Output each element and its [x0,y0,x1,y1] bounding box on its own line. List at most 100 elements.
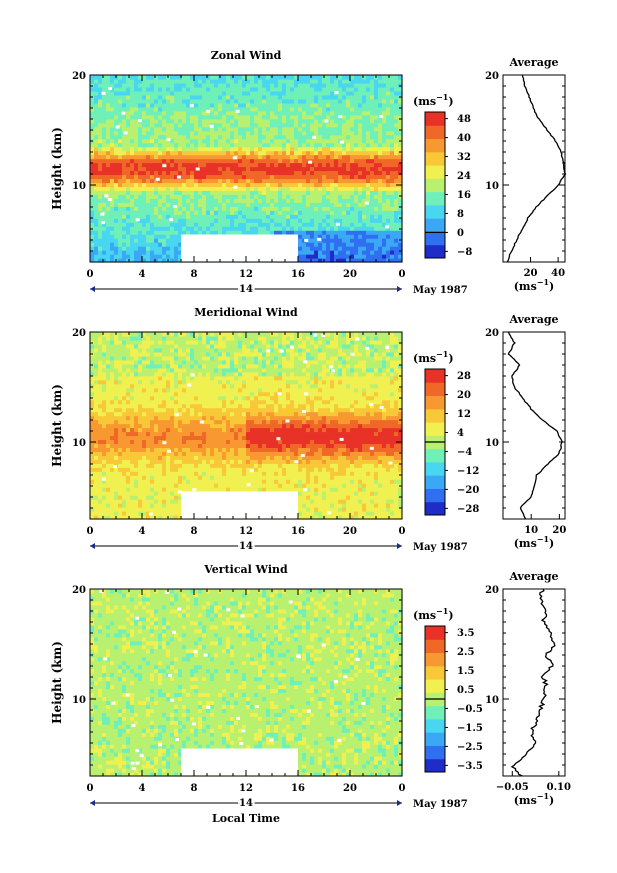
x-axis-label: Local Time [212,812,280,825]
x-tick-label: 4 [139,269,146,280]
average-frame [502,588,566,777]
x-tick-label: 0 [399,526,406,537]
y-tick-label: 10 [72,695,86,706]
average-title: Average [508,570,558,583]
colorbar: (ms−1)48 40 32 24 16 8 0 −8 [413,92,472,259]
x-tick-label: 0 [87,783,94,794]
x-tick-label: 20 [343,783,357,794]
y-axis-label: Height (km) [50,127,64,210]
colorbar-tick-label: −12 [457,466,479,477]
heatmap-field [90,75,403,263]
average-profile: Average 10 20 20 40(ms−1) [485,56,567,293]
day-label: 14 [239,541,253,552]
colorbar-swatch [425,191,445,206]
average-y-tick-label: 20 [485,328,499,339]
average-x-tick-label: 40 [551,268,565,279]
colorbar-swatch [425,151,445,166]
colorbar-swatch [425,501,445,516]
average-frame [502,74,566,263]
colorbar-swatch [425,395,445,410]
colorbar-tick-label: −1.5 [457,723,483,734]
colorbar-tick-label: 0 [457,228,464,239]
date-label: May 1987 [413,285,468,296]
colorbar-tick-label: −4 [457,447,472,458]
x-tick-label: 0 [399,783,406,794]
colorbar-swatch [425,382,445,397]
colorbar-swatch [425,718,445,733]
unit-label: (ms−1) [413,606,454,622]
arrow-left-icon [90,800,95,806]
colorbar: (ms−1)28 20 12 4 −4 −12 −20 −28 [413,349,479,516]
colorbar-tick-label: 1.5 [457,666,474,677]
panel-meridional-wind: Meridional Wind 10 20 Height (km) 0 4 8 12 16 20 0… [50,306,566,554]
colorbar-swatch [425,758,445,773]
data-gap [181,234,298,262]
x-tick-label: 8 [191,526,198,537]
chart-title: Zonal Wind [211,49,282,62]
day-label: 14 [239,284,253,295]
colorbar-swatch [425,138,445,153]
x-tick-label: 20 [343,526,357,537]
colorbar-swatch [425,178,445,193]
colorbar-tick-label: −0.5 [457,704,483,715]
day-label: 14 [239,798,253,809]
colorbar-tick-label: 12 [457,409,471,420]
date-label: May 1987 [413,799,468,810]
x-tick-label: 12 [239,526,253,537]
average-title: Average [508,313,558,326]
y-tick-label: 20 [72,328,86,339]
x-tick-label: 16 [291,783,305,794]
average-profile-line [506,74,567,263]
x-tick-label: 12 [239,783,253,794]
colorbar-swatch [425,461,445,476]
arrow-left-icon [90,543,95,549]
y-tick-label: 10 [72,438,86,449]
heatmap-field [90,332,403,520]
colorbar-swatch [425,488,445,503]
colorbar-swatch [425,369,445,383]
x-tick-label: 8 [191,783,198,794]
x-tick-label: 16 [291,526,305,537]
y-axis-label: Height (km) [50,641,64,724]
y-tick-label: 10 [72,181,86,192]
x-tick-label: 0 [87,269,94,280]
x-tick-label: 8 [191,269,198,280]
colorbar-swatch [425,745,445,760]
average-y-tick-label: 20 [485,585,499,596]
colorbar-tick-label: 28 [457,371,471,382]
colorbar-tick-label: 2.5 [457,647,474,658]
arrow-right-icon [397,286,402,292]
colorbar-tick-label: 32 [457,152,471,163]
colorbar-tick-label: 16 [457,190,471,201]
colorbar-tick-label: −8 [457,247,472,258]
heatmap-field [90,589,403,777]
colorbar-swatch [425,665,445,680]
colorbar-swatch [425,422,445,436]
date-label: May 1987 [413,542,468,553]
average-y-tick-label: 10 [485,181,499,192]
colorbar-swatch [425,218,445,232]
x-tick-label: 0 [87,526,94,537]
colorbar-swatch [425,165,445,179]
colorbar-tick-label: −20 [457,485,479,496]
unit-label: (ms−1) [514,791,555,807]
average-frame [502,331,566,520]
arrow-right-icon [397,543,402,549]
arrow-left-icon [90,286,95,292]
colorbar-swatch [425,732,445,746]
y-axis-label: Height (km) [50,384,64,467]
x-tick-label: 12 [239,269,253,280]
average-x-tick-label: 10 [524,525,538,536]
colorbar-swatch [425,652,445,667]
colorbar-swatch [425,705,445,720]
colorbar-swatch [425,639,445,654]
average-profile-line [510,588,556,777]
average-y-tick-label: 10 [485,695,499,706]
unit-label: (ms−1) [514,277,555,293]
average-profile: Average 10 20 −0.05 0.10(ms−1) [485,570,571,807]
arrow-right-icon [397,800,402,806]
colorbar-swatch [425,231,445,246]
y-tick-label: 20 [72,71,86,82]
colorbar-tick-label: 40 [457,133,471,144]
colorbar-swatch [425,626,445,640]
